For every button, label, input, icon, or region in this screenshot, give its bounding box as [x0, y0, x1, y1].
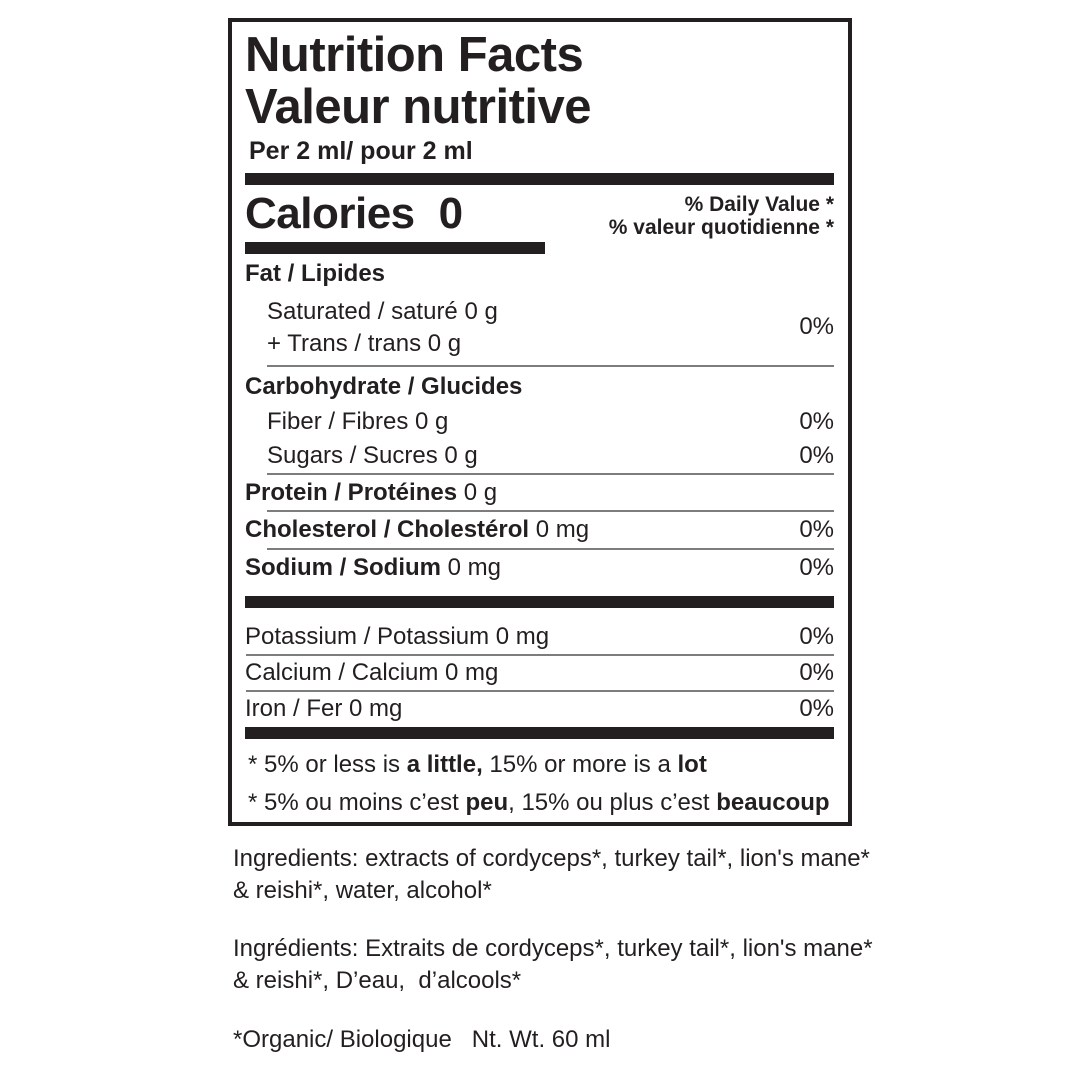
divider-thin [267, 472, 834, 475]
nutrition-facts-panel: Nutrition Facts Valeur nutritive Per 2 m… [228, 18, 852, 826]
ingredients-fr-line2: & reishi*, D’eau, d’alcools* [233, 967, 522, 995]
cholesterol-label-bold: Cholesterol / Cholestérol [245, 516, 530, 544]
saturated-trans-labels: Saturated / saturé 0 g + Trans / trans 0… [245, 296, 498, 359]
potassium-label: Potassium / Potassium 0 mg [245, 622, 550, 650]
row-iron: Iron / Fer 0 mg 0% [245, 692, 834, 726]
daily-value-en: % Daily Value * [684, 192, 834, 216]
calories-row: Calories 0 % Daily Value * % valeur quoti… [245, 188, 834, 239]
ingredients-fr: Ingrédients: Extraits de cordyceps*, tur… [233, 933, 883, 996]
potassium-dv: 0% [799, 622, 834, 650]
divider-thin [267, 510, 834, 513]
sodium-amount: 0 mg [441, 554, 502, 582]
iron-dv: 0% [799, 694, 834, 722]
row-saturated-trans: Saturated / saturé 0 g + Trans / trans 0… [245, 292, 834, 365]
footnote-en: * 5% or less is a little, 15% or more is… [248, 751, 834, 780]
calcium-label: Calcium / Calcium 0 mg [245, 658, 499, 686]
footnote-en-text2: 15% or more is a [482, 751, 678, 779]
row-potassium: Potassium / Potassium 0 mg 0% [245, 620, 834, 654]
sodium-label: Sodium / Sodium 0 mg [245, 554, 501, 583]
fat-label: Fat / Lipides [245, 260, 386, 288]
footnote-fr-text2: , 15% ou plus c’est [508, 789, 717, 817]
protein-label-bold: Protein / Protéines [245, 478, 458, 506]
footnote-en-bold-little: a little, [406, 751, 483, 779]
fiber-dv: 0% [799, 407, 834, 435]
row-fiber: Fiber / Fibres 0 g 0% [245, 405, 834, 439]
organic-note: *Organic/ Biologique Nt. Wt. 60 ml [233, 1025, 611, 1053]
row-fat: Fat / Lipides [245, 254, 834, 292]
fiber-label: Fiber / Fibres 0 g [267, 407, 449, 435]
divider-thin [267, 365, 834, 368]
iron-label: Iron / Fer 0 mg [245, 694, 403, 722]
cholesterol-amount: 0 mg [529, 516, 590, 544]
row-sugars: Sugars / Sucres 0 g 0% [245, 439, 834, 473]
protein-label: Protein / Protéines 0 g [245, 479, 497, 508]
calories-value: 0 [438, 188, 463, 238]
footnote-en-bold-lot: lot [677, 751, 707, 779]
footnote-fr-bold-peu: peu [465, 789, 509, 817]
divider-thick-top [245, 172, 834, 185]
trans-label: + Trans / trans 0 g [267, 329, 462, 357]
cholesterol-label: Cholesterol / Cholestérol 0 mg [245, 516, 589, 545]
ingredients-en: Ingredients: extracts of cordyceps*, tur… [233, 843, 883, 906]
sodium-dv: 0% [799, 554, 834, 582]
row-protein: Protein / Protéines 0 g [245, 475, 834, 511]
footnote-fr-bold-beaucoup: beaucoup [716, 789, 830, 817]
row-sodium: Sodium / Sodium 0 mg 0% [245, 550, 834, 586]
calcium-dv: 0% [799, 658, 834, 686]
row-carbohydrate: Carbohydrate / Glucides [245, 367, 834, 405]
panel-title-en: Nutrition Facts [245, 28, 584, 82]
cholesterol-dv: 0% [799, 516, 834, 544]
divider-thin [246, 689, 834, 692]
divider-thick-middle [245, 595, 834, 608]
carbohydrate-label: Carbohydrate / Glucides [245, 373, 523, 401]
calories-underline [245, 242, 545, 255]
divider-thick-bottom [245, 727, 834, 740]
footnote-fr-text: * 5% ou moins c’est [248, 789, 466, 817]
ingredients-block: Ingredients: extracts of cordyceps*, tur… [233, 843, 883, 1082]
row-calcium: Calcium / Calcium 0 mg 0% [245, 656, 834, 690]
calories: Calories 0 [245, 188, 463, 238]
ingredients-fr-line1: Ingrédients: Extraits de cordyceps*, tur… [233, 935, 873, 963]
divider-thin [267, 548, 834, 551]
protein-amount: 0 g [457, 478, 498, 506]
daily-value-footnote: * 5% or less is a little, 15% or more is… [245, 751, 834, 818]
row-cholesterol: Cholesterol / Cholestérol 0 mg 0% [245, 512, 834, 548]
footnote-fr: * 5% ou moins c’est peu, 15% ou plus c’e… [248, 789, 834, 818]
calories-label: Calories [245, 188, 415, 238]
sugars-label: Sugars / Sucres 0 g [267, 441, 478, 469]
sodium-label-bold: Sodium / Sodium [245, 554, 441, 582]
saturated-trans-dv: 0% [799, 313, 834, 341]
serving-size: Per 2 ml/ pour 2 ml [249, 136, 473, 165]
sugars-dv: 0% [799, 441, 834, 469]
panel-title-fr: Valeur nutritive [245, 80, 592, 135]
daily-value-fr: % valeur quotidienne * [608, 215, 834, 239]
saturated-label: Saturated / saturé 0 g [267, 297, 498, 325]
divider-thin [246, 653, 834, 656]
daily-value-header: % Daily Value * % valeur quotidienne * [609, 190, 834, 239]
ingredients-en-line1: Ingredients: extracts of cordyceps*, tur… [233, 845, 870, 872]
ingredients-en-line2: & reishi*, water, alcohol* [233, 876, 492, 904]
footnote-en-text: * 5% or less is [248, 751, 407, 779]
